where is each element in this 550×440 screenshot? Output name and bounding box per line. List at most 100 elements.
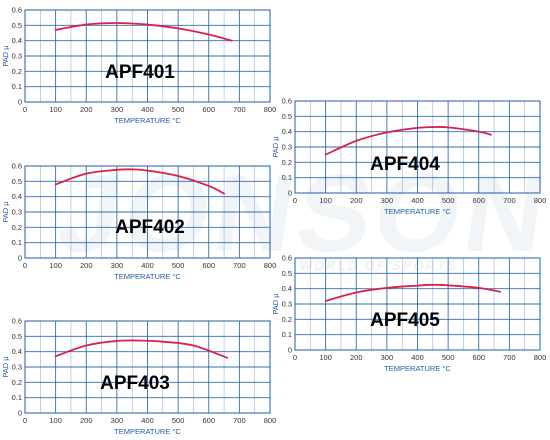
y-tick-label: 0.1 bbox=[12, 238, 22, 247]
x-tick-label: 200 bbox=[80, 105, 93, 114]
x-tick-label: 600 bbox=[472, 353, 485, 362]
y-tick-label: 0.6 bbox=[12, 317, 22, 326]
x-tick-label: 800 bbox=[534, 353, 547, 362]
y-axis-label: PAD μ bbox=[271, 136, 280, 157]
x-tick-label: 400 bbox=[141, 105, 154, 114]
x-tick-label: 0 bbox=[23, 105, 27, 114]
x-tick-label: 700 bbox=[233, 261, 246, 270]
x-tick-label: 700 bbox=[503, 196, 516, 205]
x-tick-label: 300 bbox=[111, 261, 124, 270]
y-tick-label: 0.5 bbox=[12, 21, 22, 30]
x-tick-label: 100 bbox=[319, 353, 332, 362]
x-tick-label: 700 bbox=[233, 105, 246, 114]
y-tick-label: 0.3 bbox=[12, 52, 22, 61]
y-tick-label: 0.6 bbox=[12, 6, 22, 15]
x-tick-label: 800 bbox=[264, 261, 277, 270]
y-axis-label: PAD μ bbox=[271, 293, 280, 314]
y-tick-label: 0.4 bbox=[12, 347, 22, 356]
series-line bbox=[54, 168, 225, 195]
chart-4: 0 100 200 300 400 500 600 700 800 0 0.1 0.2 0.3 0.4 0.… bbox=[271, 254, 546, 374]
y-tick-label: 0.2 bbox=[12, 67, 22, 76]
x-tick-label: 300 bbox=[111, 416, 124, 425]
x-tick-label: 200 bbox=[350, 196, 363, 205]
x-tick-label: 400 bbox=[141, 416, 154, 425]
x-tick-label: 100 bbox=[319, 196, 332, 205]
y-tick-label: 0.4 bbox=[12, 36, 22, 45]
x-tick-label: 400 bbox=[411, 196, 424, 205]
y-axis-label: PAD μ bbox=[1, 356, 10, 377]
x-axis-label: TEMPERATURE °C bbox=[114, 427, 181, 436]
chart-title: APF401 bbox=[105, 62, 175, 83]
y-tick-label: 0.6 bbox=[282, 97, 292, 106]
y-tick-label: 0.1 bbox=[12, 82, 22, 91]
y-tick-label: 0.4 bbox=[12, 192, 22, 201]
x-tick-label: 400 bbox=[141, 261, 154, 270]
x-tick-label: 500 bbox=[172, 416, 185, 425]
y-tick-label: 0 bbox=[288, 346, 292, 355]
x-tick-label: 0 bbox=[23, 261, 27, 270]
series-line bbox=[54, 22, 233, 42]
x-tick-label: 600 bbox=[202, 416, 215, 425]
y-tick-label: 0.2 bbox=[282, 315, 292, 324]
x-tick-label: 200 bbox=[80, 261, 93, 270]
x-axis-label: TEMPERATURE °C bbox=[114, 272, 181, 281]
y-tick-label: 0.1 bbox=[12, 393, 22, 402]
x-tick-label: 800 bbox=[264, 105, 277, 114]
plot-frame bbox=[24, 320, 271, 414]
y-tick-label: 0.4 bbox=[282, 284, 292, 293]
y-tick-label: 0 bbox=[18, 98, 22, 107]
chart-0: 0 100 200 300 400 500 600 700 800 0 0.1 0.2 0.3 0.4 0.… bbox=[1, 6, 276, 126]
x-tick-label: 100 bbox=[49, 261, 62, 270]
x-tick-label: 500 bbox=[172, 105, 185, 114]
series-line bbox=[324, 283, 502, 302]
x-tick-label: 300 bbox=[381, 196, 394, 205]
y-tick-label: 0.5 bbox=[282, 112, 292, 121]
chart-title: APF405 bbox=[370, 310, 440, 331]
y-tick-label: 0.3 bbox=[12, 208, 22, 217]
chart-title: APF404 bbox=[370, 154, 440, 175]
y-tick-label: 0.3 bbox=[282, 300, 292, 309]
plot-frame bbox=[24, 9, 271, 103]
plot-frame bbox=[24, 165, 271, 259]
y-tick-label: 0 bbox=[18, 254, 22, 263]
x-tick-label: 500 bbox=[172, 261, 185, 270]
x-tick-label: 800 bbox=[264, 416, 277, 425]
x-tick-label: 600 bbox=[202, 261, 215, 270]
y-tick-label: 0.2 bbox=[12, 223, 22, 232]
y-tick-label: 0.3 bbox=[282, 143, 292, 152]
x-tick-label: 100 bbox=[49, 105, 62, 114]
y-tick-label: 0.4 bbox=[282, 127, 292, 136]
plot-frame bbox=[294, 257, 541, 351]
chart-2: 0 100 200 300 400 500 600 700 800 0 0.1 0.2 0.3 0.4 0.… bbox=[1, 317, 276, 437]
x-tick-label: 0 bbox=[293, 353, 297, 362]
x-tick-label: 800 bbox=[534, 196, 547, 205]
y-tick-label: 0.6 bbox=[282, 254, 292, 263]
x-tick-label: 700 bbox=[233, 416, 246, 425]
y-tick-label: 0.5 bbox=[12, 332, 22, 341]
x-axis-label: TEMPERATURE °C bbox=[384, 207, 451, 216]
series-line bbox=[54, 339, 229, 359]
x-tick-label: 200 bbox=[80, 416, 93, 425]
x-tick-label: 100 bbox=[49, 416, 62, 425]
y-tick-label: 0.2 bbox=[282, 158, 292, 167]
y-axis-label: PAD μ bbox=[1, 201, 10, 222]
chart-title: APF402 bbox=[115, 217, 185, 238]
x-axis-label: TEMPERATURE °C bbox=[384, 364, 451, 373]
y-tick-label: 0.3 bbox=[12, 363, 22, 372]
x-tick-label: 300 bbox=[111, 105, 124, 114]
y-tick-label: 0.5 bbox=[12, 177, 22, 186]
plot-frame bbox=[294, 100, 541, 194]
chart-3: 0 100 200 300 400 500 600 700 800 0 0.1 0.2 0.3 0.4 0.… bbox=[271, 97, 546, 217]
x-tick-label: 600 bbox=[202, 105, 215, 114]
x-tick-label: 700 bbox=[503, 353, 516, 362]
x-tick-label: 400 bbox=[411, 353, 424, 362]
y-tick-label: 0.5 bbox=[282, 269, 292, 278]
x-tick-label: 0 bbox=[23, 416, 27, 425]
chart-title: APF403 bbox=[100, 373, 170, 394]
chart-1: 0 100 200 300 400 500 600 700 800 0 0.1 0.2 0.3 0.4 0.… bbox=[1, 162, 276, 282]
y-tick-label: 0.6 bbox=[12, 162, 22, 171]
y-axis-label: PAD μ bbox=[1, 45, 10, 66]
y-tick-label: 0 bbox=[288, 189, 292, 198]
x-tick-label: 600 bbox=[472, 196, 485, 205]
